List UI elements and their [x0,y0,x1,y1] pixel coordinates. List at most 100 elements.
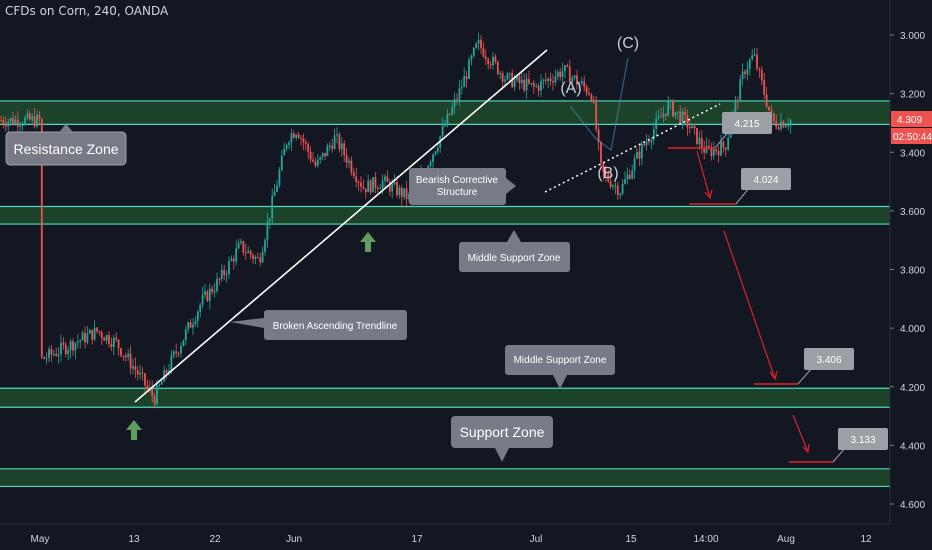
target-label-box-3[interactable] [804,348,854,370]
candle-body-256 [614,185,617,187]
candle-body-152 [364,188,367,193]
candle-body-28 [67,350,70,355]
candle-body-118 [283,148,286,156]
candle-body-215 [516,76,518,81]
candle-body-317 [760,69,763,81]
candle-body-313 [751,55,754,60]
candle-body-67 [160,381,163,385]
candle-body-108 [259,257,262,263]
support-arrow-icon [126,232,376,440]
candle-body-21 [50,349,53,355]
target-label-box-4[interactable] [838,428,888,450]
last-price-tag [891,111,932,127]
candle-body-283 [679,111,682,124]
time-axis[interactable]: May 13 22 Jun 17 Jul 15 14:00 Aug 12 [31,534,872,545]
candle-body-145 [348,160,350,163]
y-tick-label-4: 3.800 [900,266,925,277]
candle-body-299 [717,151,720,156]
candle-body-138 [331,145,334,149]
candle-body-162 [388,182,391,192]
candle-body-231 [554,76,557,83]
candle-body-47 [112,337,115,348]
candle-body-295 [708,145,710,148]
candle-body-168 [403,188,406,198]
candle-body-216 [518,76,521,83]
candle-body-116 [278,170,281,186]
candle-body-201 [482,48,485,57]
candle-body-15 [36,114,38,127]
candle-body-181 [434,151,437,155]
zone-2 [0,388,890,408]
bearish-corrective-label-box[interactable] [409,168,506,205]
candle-body-96 [230,258,233,261]
target-label-box-1[interactable] [722,112,772,134]
middle-support-lower-label-box[interactable] [505,345,615,375]
candle-body-203 [487,59,490,64]
drawings [126,49,847,463]
chart-title: CFDs on Corn, 240, OANDA [5,4,169,18]
candle-body-253 [607,174,610,182]
candle-body-106 [254,257,257,259]
broken-ascending-trendline[interactable] [134,49,548,403]
candle-body-149 [357,181,360,183]
middle-support-upper-label-box[interactable] [459,242,570,272]
candle-body-154 [369,180,372,193]
candle-body-239 [573,75,576,78]
broken-trendline-label: Broken Ascending Trendline [273,321,398,332]
candle-body-238 [571,77,574,83]
candle-body-19 [45,358,48,360]
candle-body-209 [501,72,504,82]
candle-body-93 [223,269,226,275]
resistance-zone-label: Resistance Zone [13,141,118,157]
candle-body-190 [456,98,458,100]
target-label-box-2[interactable] [741,168,791,190]
candle-body-82 [196,311,199,322]
candle-body-236 [566,65,569,67]
candle-body-233 [559,71,562,77]
candle-body-51 [122,355,125,357]
candle-body-210 [504,79,506,82]
candle-body-122 [292,133,295,138]
candle-body-302 [724,147,727,150]
candle-body-105 [252,254,254,259]
candle-body-133 [319,157,322,160]
candle-body-74 [177,352,180,354]
bearish-corrective-label-line2: Structure [437,187,478,198]
candle-body-261 [626,174,629,180]
countdown-value: 02:50:44 [893,132,932,143]
price-axis[interactable]: 4.600 4.400 4.200 4.000 3.800 3.600 3.400 3.200… [890,31,925,511]
candle-body-291 [698,137,701,144]
candle-body-163 [391,183,394,192]
candle-body-234 [561,71,564,77]
candle-body-230 [552,81,554,83]
candle-body-258 [619,193,622,196]
candle-body-89 [213,290,216,293]
candle-body-290 [696,128,698,144]
candle-body-1 [2,120,5,125]
y-tick-label-2: 4.200 [900,383,925,394]
zone-3 [0,468,890,487]
candle-body-130 [312,159,314,162]
candle-body-14 [33,116,36,127]
support-zone-label-box[interactable] [451,416,553,448]
candle-body-26 [62,342,65,345]
candle-body-123 [295,134,298,138]
candle-body-61 [146,385,149,388]
candle-body-328 [787,125,790,127]
candle-body-327 [784,125,787,128]
candle-body-288 [691,125,694,129]
candle-body-260 [624,179,626,184]
candle-body-158 [379,188,382,190]
candle-body-169 [405,188,408,200]
candle-body-102 [244,252,247,254]
candle-body-244 [585,86,588,94]
candle-body-280 [672,100,674,117]
broken-trendline-label-box[interactable] [264,310,407,340]
candle-body-30 [72,341,74,351]
candle-body-11 [26,113,29,118]
candle-body-87 [208,288,211,301]
candle-body-83 [199,304,202,312]
candle-body-7 [16,119,19,127]
candle-body-202 [484,56,487,60]
